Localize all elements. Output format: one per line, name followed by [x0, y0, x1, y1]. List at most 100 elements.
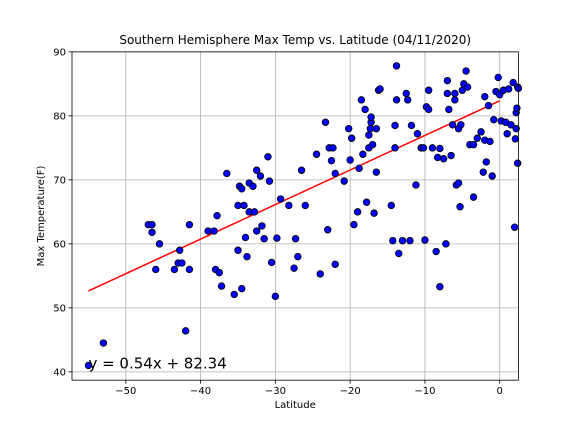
data-point	[347, 134, 356, 142]
data-point	[447, 151, 455, 160]
x-tick-label: −30	[265, 386, 286, 397]
data-point	[389, 236, 397, 245]
data-point	[359, 150, 367, 158]
data-point	[510, 223, 519, 231]
data-point	[238, 284, 246, 293]
data-point	[424, 105, 433, 114]
data-point	[407, 121, 416, 130]
data-point	[412, 181, 420, 189]
data-point	[312, 150, 321, 158]
data-point	[462, 67, 470, 75]
data-point	[252, 166, 261, 174]
y-tick-label: 80	[53, 111, 66, 122]
data-point	[507, 121, 515, 129]
data-point	[387, 201, 395, 210]
data-point	[297, 166, 306, 174]
data-point	[443, 76, 452, 85]
data-point	[370, 209, 378, 217]
points-layer	[84, 62, 523, 370]
data-point	[241, 233, 250, 242]
data-point	[513, 104, 521, 112]
data-point	[398, 236, 407, 245]
data-point	[362, 198, 371, 206]
data-point	[482, 158, 490, 166]
data-point	[252, 227, 261, 235]
data-point	[344, 124, 353, 133]
data-point	[223, 169, 231, 178]
y-axis-label: Max Temperature(F)	[36, 166, 47, 267]
data-point	[152, 265, 160, 274]
data-point	[504, 85, 513, 93]
data-point	[301, 201, 309, 210]
y-tick-label: 70	[53, 175, 66, 186]
data-point	[391, 121, 399, 130]
data-point	[357, 96, 366, 104]
data-point	[181, 327, 190, 335]
data-point	[260, 235, 268, 243]
data-point	[512, 124, 520, 133]
data-point	[340, 177, 348, 185]
data-point	[481, 92, 489, 101]
data-point	[273, 234, 281, 242]
data-point	[402, 89, 410, 98]
data-point	[217, 282, 226, 290]
data-point	[372, 168, 381, 176]
data-point	[324, 226, 332, 234]
data-point	[436, 144, 444, 153]
data-point	[457, 121, 465, 129]
data-point	[479, 168, 487, 176]
data-point	[353, 208, 362, 216]
data-point	[285, 201, 293, 210]
data-point	[372, 124, 381, 133]
x-tick-label: −40	[190, 386, 211, 397]
regression-layer	[88, 100, 501, 292]
data-point	[99, 339, 108, 347]
data-point	[428, 144, 437, 152]
data-point	[413, 130, 422, 138]
y-tick-label: 60	[53, 239, 66, 250]
x-tick-label: −50	[115, 386, 136, 397]
y-axis: 40 50 60 70 80 90	[53, 47, 72, 378]
data-point	[490, 115, 498, 124]
data-point	[327, 156, 336, 165]
data-point	[84, 361, 93, 370]
data-point	[331, 169, 339, 178]
data-point	[469, 140, 478, 149]
data-point	[445, 105, 453, 114]
regression-line	[88, 100, 501, 292]
data-point	[439, 155, 448, 163]
data-point	[230, 290, 238, 299]
x-axis: −50 −40 −30 −20 −10 0	[115, 380, 503, 397]
data-point	[350, 220, 358, 229]
data-point	[234, 246, 242, 254]
data-point	[185, 220, 194, 229]
data-point	[256, 172, 265, 180]
data-point	[419, 144, 428, 152]
data-point	[477, 128, 485, 136]
data-point	[404, 96, 412, 104]
data-point	[294, 252, 302, 261]
data-point	[346, 156, 354, 164]
data-point	[391, 144, 399, 152]
data-point	[238, 185, 246, 193]
y-tick-label: 90	[53, 47, 66, 58]
data-point	[321, 118, 330, 126]
data-point	[290, 264, 298, 272]
data-point	[367, 113, 375, 121]
data-point	[210, 227, 218, 235]
x-tick-label: −10	[414, 386, 435, 397]
y-tick-label: 50	[53, 303, 66, 314]
data-point	[276, 195, 285, 203]
data-point	[442, 240, 450, 248]
data-point	[148, 228, 156, 237]
data-point	[484, 101, 493, 110]
data-point	[443, 89, 452, 98]
data-point	[451, 96, 459, 104]
x-tick-label: −20	[340, 386, 361, 397]
data-point	[511, 135, 520, 143]
data-point	[454, 179, 463, 187]
data-point	[264, 153, 272, 161]
data-point	[488, 172, 496, 180]
